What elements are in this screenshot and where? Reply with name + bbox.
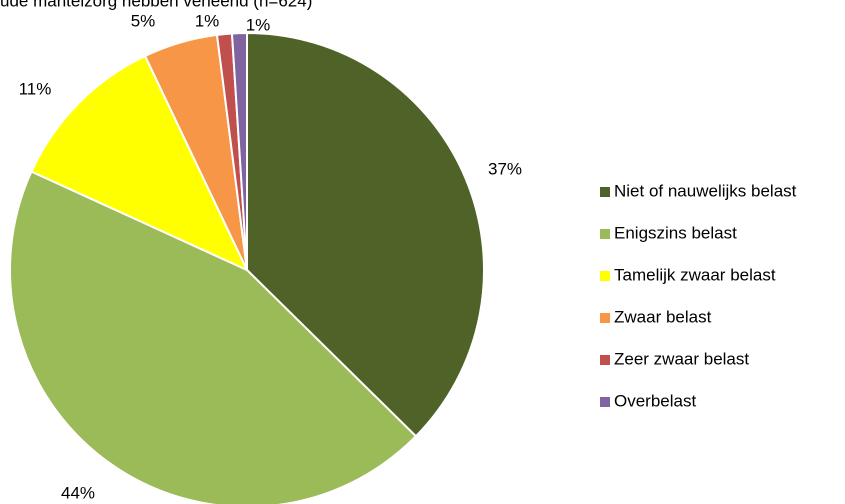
legend-label: Zeer zwaar belast: [614, 349, 749, 368]
legend-swatch: [600, 229, 610, 239]
wedge: [30, 54, 250, 273]
legend-swatch: [600, 355, 610, 365]
data-label: 11%: [19, 79, 52, 98]
legend-label: Niet of nauwelijks belast: [614, 181, 797, 200]
wedge: [246, 31, 485, 438]
legend-label: Overbelast: [614, 391, 696, 410]
legend-label: Tamelijk zwaar belast: [614, 265, 776, 284]
legend-swatch: [600, 271, 610, 281]
data-label: 1%: [195, 11, 220, 30]
data-label: 44%: [61, 483, 95, 502]
legend-swatch: [600, 397, 610, 407]
data-label: 1%: [246, 15, 271, 34]
legend-swatch: [600, 187, 610, 197]
wedge: [8, 170, 418, 504]
legend-label: Zwaar belast: [614, 307, 712, 326]
legend-swatch: [600, 313, 610, 323]
data-label: 37%: [488, 159, 522, 178]
wedge: [230, 31, 248, 271]
legend-label: Enigszins belast: [614, 223, 737, 242]
data-label: 5%: [131, 11, 156, 30]
chart-title: ude mantelzorg hebben verleend (n=624): [0, 0, 312, 10]
